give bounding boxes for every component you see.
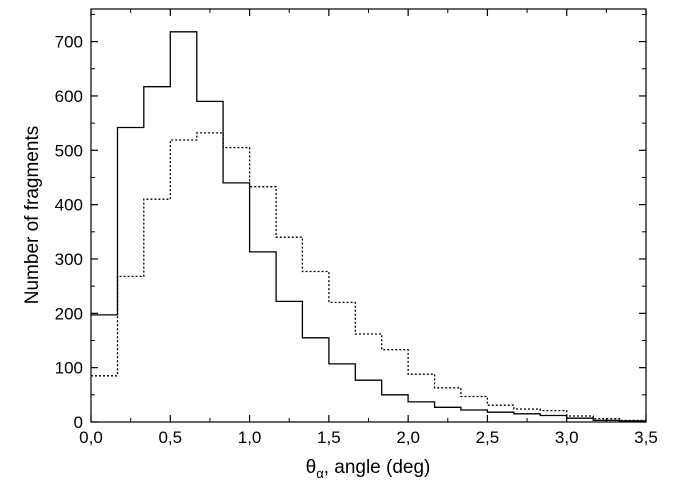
y-tick-label: 0: [74, 413, 83, 432]
axis-tick-labels: 0,0 0,5 1,0 1,5 2,0 2,5 3,0 3,5 0 100 200 300 400 500…: [55, 33, 658, 447]
y-tick-label: 700: [55, 33, 83, 52]
x-tick-label: 2,0: [396, 428, 420, 447]
x-tick-label: 0,5: [158, 428, 182, 447]
y-tick-label: 100: [55, 359, 83, 378]
x-tick-label: 3,5: [634, 428, 658, 447]
series-dotted-line: [91, 132, 646, 422]
x-axis-title-subscript: α: [316, 466, 324, 481]
y-tick-label: 300: [55, 250, 83, 269]
x-axis-title-symbol: θ: [306, 457, 317, 478]
x-axis-title: θα, angle (deg): [306, 457, 431, 481]
y-tick-label: 400: [55, 196, 83, 215]
x-tick-label: 1,5: [317, 428, 341, 447]
y-tick-label: 500: [55, 141, 83, 160]
series-layer: [91, 31, 646, 422]
series-solid-line: [91, 31, 646, 422]
x-tick-label: 0,0: [79, 428, 103, 447]
x-axis-title-text: , angle (deg): [324, 457, 431, 478]
x-tick-label: 1,0: [238, 428, 262, 447]
y-tick-label: 200: [55, 304, 83, 323]
x-tick-label: 2,5: [476, 428, 500, 447]
plot-frame: [90, 8, 647, 423]
axis-ticks: [90, 9, 647, 423]
y-axis-title: Number of fragments: [22, 126, 43, 304]
y-tick-label: 600: [55, 87, 83, 106]
x-tick-label: 3,0: [555, 428, 579, 447]
